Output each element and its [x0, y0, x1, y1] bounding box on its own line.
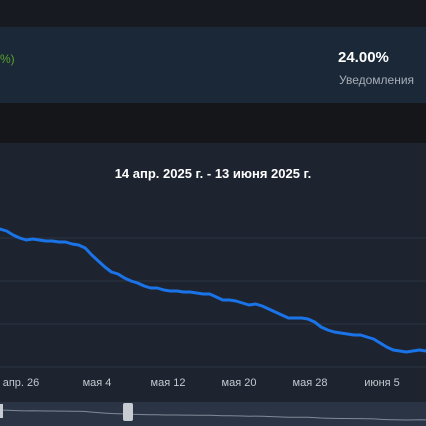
x-tick-label: июня 5: [364, 377, 400, 389]
range-navigator[interactable]: [0, 402, 426, 426]
section-divider: [0, 103, 426, 143]
navigator-left-handle[interactable]: [0, 404, 3, 418]
navigator-track: [0, 402, 426, 426]
series-line: [0, 227, 426, 354]
change-percent: %): [0, 52, 15, 66]
navigator-handle[interactable]: [123, 403, 133, 421]
x-tick-label: мая 4: [83, 377, 112, 389]
x-tick-label: апр. 26: [3, 377, 40, 389]
navigator-series-line: [0, 409, 426, 421]
chart-title: 14 апр. 2025 г. - 13 июня 2025 г.: [114, 166, 312, 181]
stats-bar: [0, 27, 426, 103]
stat-value: 24.00%: [338, 49, 389, 66]
stat-label: Уведомления: [339, 73, 415, 87]
chart-panel: [0, 143, 426, 426]
x-tick-label: мая 28: [293, 377, 328, 389]
x-tick-label: мая 12: [151, 377, 186, 389]
x-tick-label: мая 20: [222, 377, 257, 389]
